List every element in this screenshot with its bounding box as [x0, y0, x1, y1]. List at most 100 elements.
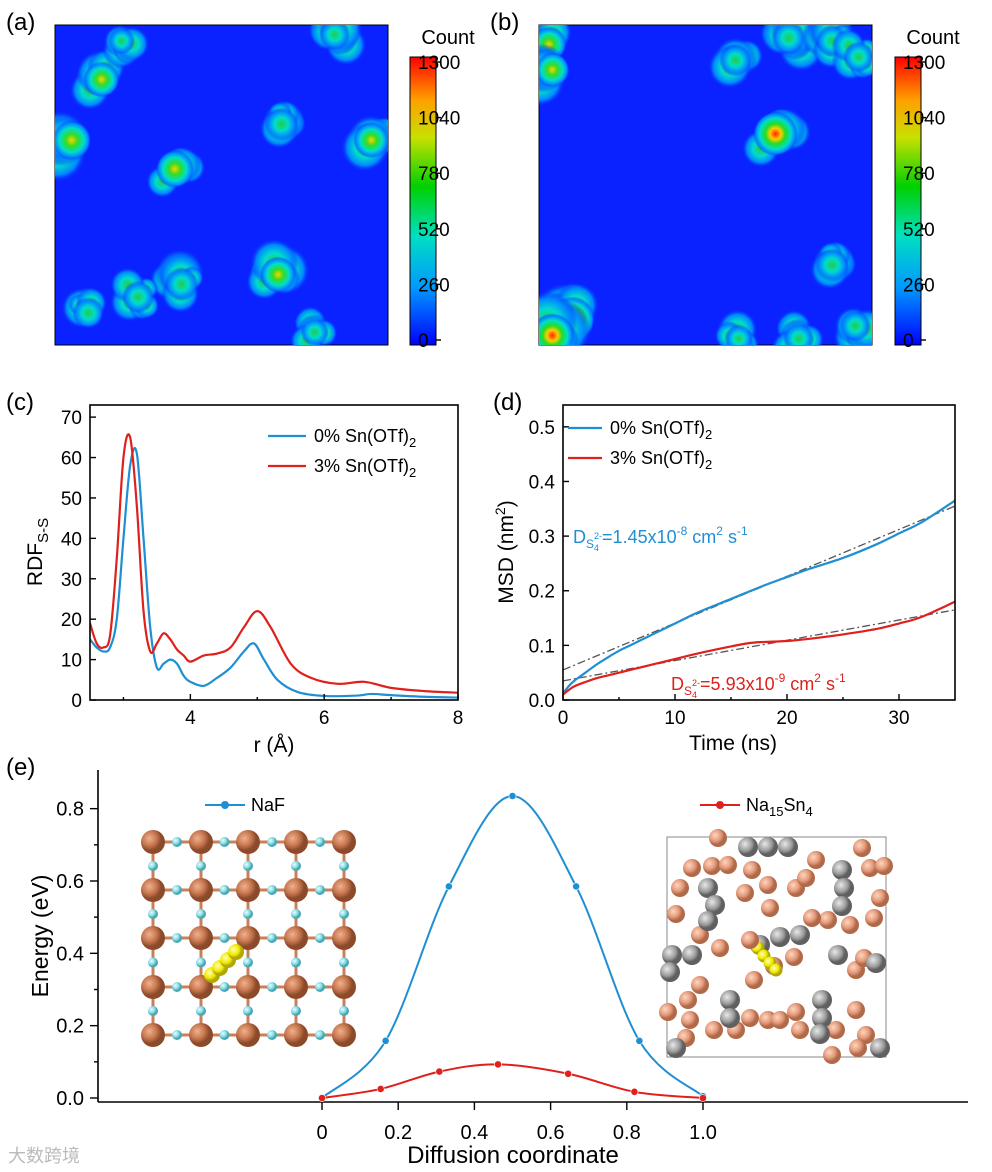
heatmap-a-cluster: [61, 287, 107, 329]
chart-e-point-1: [376, 1085, 385, 1093]
chart-d-ylabel: MSD (nm2): [492, 500, 518, 603]
na-atom: [691, 976, 709, 994]
f-atom: [291, 909, 301, 919]
chart-c-ylabel: RDFS-S: [24, 518, 52, 586]
heatmap-a-cluster: [146, 146, 206, 198]
heatmap-a-cluster: [289, 306, 338, 345]
chart-e-point-1: [318, 1094, 326, 1102]
chart-e-xtick-label: 0.6: [537, 1122, 565, 1144]
f-atom: [172, 933, 182, 943]
chart-e-legend-marker-0: [221, 801, 229, 809]
chart-e-legend-label-1: Na15Sn4: [746, 795, 813, 819]
heatmap-a-cluster-core: [72, 297, 105, 329]
colorbar-a-tick-label: 520: [418, 220, 450, 241]
na-atom: [823, 1046, 841, 1064]
heatmap-a-cluster: [102, 25, 150, 69]
f-atom: [148, 1006, 158, 1016]
na-atom: [667, 905, 685, 923]
f-atom: [219, 1030, 230, 1040]
na-atom: [332, 926, 356, 950]
na-atom: [787, 1003, 805, 1021]
na-atom: [847, 1001, 865, 1019]
na-atom: [284, 878, 308, 902]
diffusion-path-atom: [769, 963, 783, 977]
f-atom: [339, 957, 349, 968]
na-atom: [284, 975, 308, 999]
na-atom: [681, 1011, 699, 1029]
colorbar-a-tick-label: 1040: [418, 109, 460, 130]
chart-e-point-1: [494, 1060, 502, 1069]
f-atom: [315, 1030, 325, 1040]
watermark: 大数跨境: [8, 1146, 80, 1166]
f-atom: [243, 909, 253, 919]
sn-atom: [660, 962, 680, 982]
chart-e-point-1: [435, 1067, 444, 1076]
panel-label-a: (a): [6, 9, 35, 36]
heatmap-a-cluster: [259, 100, 306, 149]
na-atom: [236, 1023, 260, 1047]
na-atom: [141, 1023, 165, 1047]
panel-label-e: (e): [6, 754, 35, 781]
na-atom: [785, 948, 803, 966]
na-atom: [841, 916, 859, 934]
heatmap-a-cluster-core: [155, 149, 194, 189]
na-atom: [771, 1011, 789, 1029]
na15sn4-structure-inset: [659, 829, 893, 1064]
sn-atom: [810, 1024, 830, 1044]
heatmap-a-cluster-core: [264, 107, 299, 142]
heatmap-b-cluster-core: [771, 25, 806, 55]
f-atom: [291, 957, 301, 968]
chart-e-series-1: [321, 1063, 704, 1099]
f-atom: [267, 885, 277, 895]
na-atom: [827, 1021, 845, 1039]
heatmap-a-cluster-core: [122, 280, 155, 314]
chart-d-annotation-0: DS42-=1.45x10-8 cm2 s-1: [573, 524, 748, 553]
na-atom: [284, 830, 308, 854]
chart-e-ytick-label: 0.6: [56, 871, 84, 893]
na-atom: [741, 931, 759, 949]
chart-c-xtick-label: 6: [319, 708, 330, 729]
heatmap-a-cluster-core: [300, 318, 329, 345]
chart-d-xtick-label: 10: [664, 708, 685, 729]
sn-atom: [870, 1038, 890, 1058]
heatmap-b-cluster: [539, 43, 570, 107]
na-atom: [709, 829, 727, 847]
na-atom: [332, 1023, 356, 1047]
colorbar-b-tick-label: 780: [903, 164, 935, 185]
na-atom: [332, 975, 356, 999]
colorbar-a-title: Count: [421, 27, 475, 49]
sn-atom: [758, 837, 778, 857]
na-atom: [189, 926, 213, 950]
heatmap-b-cluster-core: [719, 44, 752, 77]
chart-c-ytick-label: 0: [71, 691, 82, 712]
chart-e-ytick-label: 0.8: [56, 799, 84, 821]
sn-atom: [812, 990, 832, 1010]
chart-d-legend-label-0: 0% Sn(OTf)2: [610, 418, 712, 442]
f-atom: [267, 933, 277, 943]
chart-e-series-0: [321, 794, 704, 1099]
heatmap-b-cluster: [539, 291, 591, 345]
heatmap-a-cluster-core: [164, 267, 199, 302]
na-atom: [791, 1021, 809, 1039]
chart-c-xtick-label: 8: [453, 708, 464, 729]
heatmap-b-cluster-core: [539, 313, 575, 345]
sn-atom: [682, 945, 702, 965]
heatmap-b-cluster: [708, 37, 764, 89]
sn-atom: [832, 896, 852, 916]
f-atom: [219, 982, 230, 992]
chart-c-ytick-label: 60: [61, 449, 82, 470]
chart-c-series-1: [90, 433, 458, 694]
chart-e-point-0: [635, 1036, 644, 1045]
f-atom: [148, 909, 158, 919]
chart-c: 4 6 8 0 10 20 30 40 50 60 70 r (Å) RDFS-S 0% Sn(OT…: [24, 404, 464, 757]
chart-d-ytick-label: 0.1: [529, 636, 555, 657]
f-atom: [315, 885, 325, 895]
colorbar-a-tick-label: 780: [418, 164, 450, 185]
na-atom: [871, 889, 889, 907]
sn-atom: [832, 860, 852, 880]
f-atom: [339, 1006, 349, 1016]
na-atom: [857, 1026, 875, 1044]
heatmap-b-cluster: [714, 309, 760, 345]
diffusion-path-atom: [228, 944, 244, 960]
